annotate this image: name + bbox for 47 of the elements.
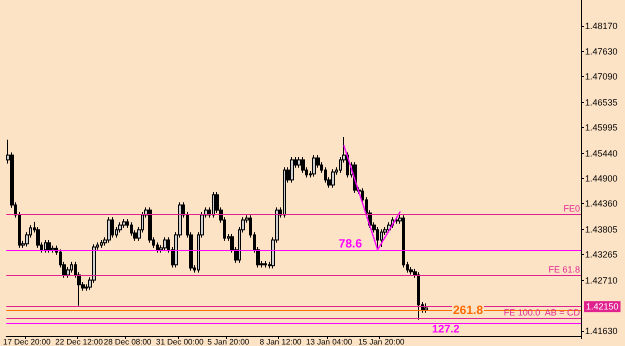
y-tick-label: 1.44360 [585,198,618,209]
candlestick [163,236,167,252]
ref-line-label: FE 61.8 [548,264,580,274]
candlestick [417,272,420,320]
y-tick-label: 1.47630 [585,46,618,56]
y-tick-label: 1.43805 [585,224,618,235]
y-tick-label: 1.41630 [585,326,618,336]
annotation: 127.2 [432,323,460,336]
candlestick [290,156,294,184]
candlestick [36,226,40,248]
candlestick [212,192,215,218]
candlestick [380,228,383,248]
annotation: 261.8 [453,302,484,317]
x-tick-label: 15 Jan 20:00 [358,338,406,346]
candlestick [70,261,73,274]
candlestick [376,226,379,250]
y-tick-label: 1.47090 [585,71,618,82]
y-tick-label: 1.44900 [585,173,618,184]
y-tick-label: 1.45440 [585,148,618,158]
candlestick [122,218,126,228]
candlestick [301,156,305,174]
candlestick [424,302,428,314]
x-tick-label: 5 Jan 20:00 [207,338,250,346]
y-tick-label: 1.43265 [585,250,618,260]
candlestick [47,240,51,254]
y-tick-label: 1.48170 [585,21,618,32]
annotation: 78.6 [338,236,362,251]
candlestick [331,168,335,188]
y-tick-label: 1.46535 [585,97,618,108]
x-tick-label: 13 Jan 04:00 [306,338,353,346]
candlestick [107,216,111,244]
y-tick-label: 1.45995 [585,122,618,132]
x-tick-label: 22 Dec 12:00 [55,338,104,346]
candlestick [100,240,103,248]
ref-line-label: 1.42150 [586,302,619,312]
candlestick [312,154,316,178]
x-tick-label: 28 Dec 08:00 [104,338,152,346]
candlestick [283,166,286,218]
x-tick-label: 17 Dec 20:00 [2,338,52,346]
candlestick [44,240,47,254]
y-tick-label: 1.42710 [585,276,618,286]
ref-line-label: FE0 [563,203,580,214]
x-tick-label: 8 Jan 12:00 [260,338,302,346]
candlestick [118,222,122,234]
candlestick [395,216,398,224]
candlestick [264,260,267,268]
x-tick-label: 31 Dec 00:00 [156,338,204,346]
